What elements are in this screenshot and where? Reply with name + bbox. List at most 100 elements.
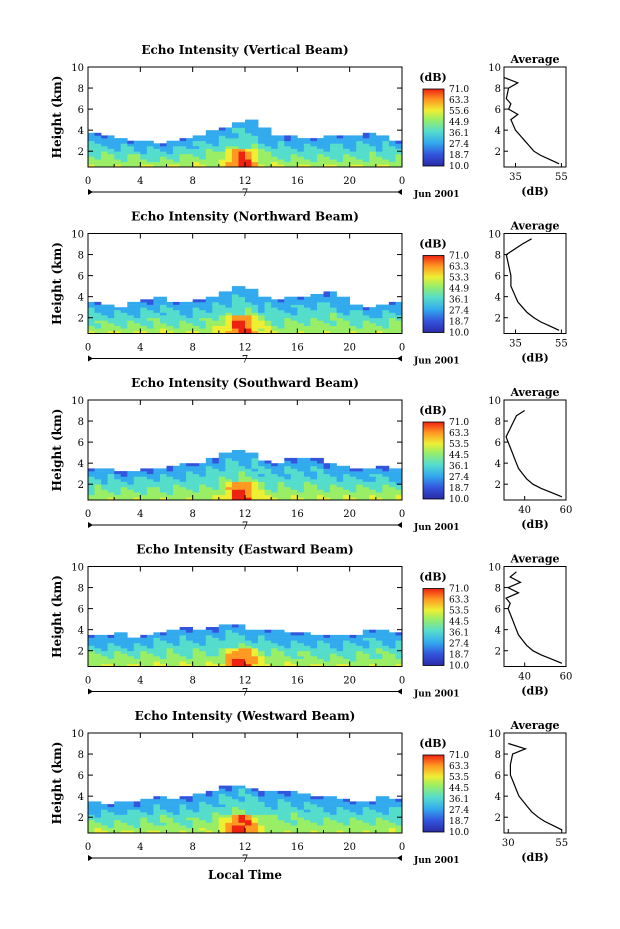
heatmap-cell <box>231 663 239 667</box>
heatmap-cell <box>369 497 377 501</box>
heatmap-cell <box>127 309 135 313</box>
heatmap-cell <box>264 161 272 165</box>
heatmap-cell <box>238 460 246 464</box>
heatmap-cell <box>218 127 226 131</box>
heatmap-cell <box>264 164 272 168</box>
heatmap-cell <box>303 827 311 831</box>
heatmap-cell <box>303 299 311 303</box>
heatmap-cell <box>199 299 207 303</box>
heatmap-cell <box>218 793 226 797</box>
heatmap-cell <box>225 452 233 456</box>
heatmap-cell <box>238 468 246 472</box>
heatmap-cell <box>251 645 259 649</box>
heatmap-cell <box>317 492 324 496</box>
heatmap-cell <box>303 825 311 829</box>
heatmap-cell <box>336 153 344 157</box>
heatmap-cell <box>264 127 272 131</box>
heatmap-cell <box>323 827 331 831</box>
heatmap-cell <box>199 143 207 147</box>
heatmap-cell <box>349 323 357 326</box>
heatmap-cell <box>120 663 128 667</box>
heatmap-cell <box>186 645 193 649</box>
heatmap-cell <box>343 476 350 480</box>
heatmap-cell <box>179 801 187 805</box>
heatmap-cell <box>251 801 259 805</box>
heatmap-cell <box>323 796 331 800</box>
heatmap-cell <box>336 328 344 332</box>
heatmap-cell <box>179 830 187 834</box>
heatmap-cell <box>310 463 318 467</box>
heatmap-cell <box>245 315 252 319</box>
heatmap-cell <box>231 457 239 461</box>
heatmap-cell <box>284 827 292 831</box>
heatmap-cell <box>375 323 383 326</box>
heatmap-cell <box>310 830 318 834</box>
heatmap-cell <box>343 323 350 326</box>
heatmap-cell <box>166 486 174 490</box>
heatmap-cell <box>166 817 174 821</box>
heatmap-cell <box>258 481 265 485</box>
heatmap-cell <box>297 323 305 326</box>
heatmap-cell <box>264 325 272 329</box>
heatmap-cell <box>192 309 200 313</box>
heatmap-cell <box>382 809 390 813</box>
heatmap-cell <box>264 148 272 152</box>
heatmap-cell <box>212 640 220 644</box>
heatmap-cell <box>375 156 383 160</box>
heatmap-cell <box>205 489 213 493</box>
heatmap-cell <box>133 140 141 144</box>
heatmap-cell <box>297 793 305 797</box>
heatmap-cell <box>160 159 167 163</box>
heatmap-cell <box>277 819 285 823</box>
heatmap-cell <box>395 478 403 482</box>
heatmap-cell <box>297 315 305 319</box>
heatmap-cell <box>336 492 344 496</box>
heatmap-cell <box>349 661 357 665</box>
heatmap-cell <box>290 814 298 818</box>
heatmap-cell <box>284 135 292 139</box>
heatmap-cell <box>160 301 167 305</box>
heatmap-cell <box>336 323 344 326</box>
heatmap-cell <box>258 143 265 147</box>
heatmap-cell <box>218 330 226 334</box>
heatmap-cell <box>238 164 246 168</box>
heatmap-cell <box>88 153 95 157</box>
heatmap-cell <box>251 138 259 142</box>
heatmap-cell <box>114 817 122 821</box>
heatmap-cell <box>140 309 148 313</box>
heatmap-cell <box>179 825 187 829</box>
heatmap-cell <box>160 822 167 826</box>
heatmap-cell <box>277 315 285 319</box>
heatmap-cell <box>120 481 128 485</box>
x-tick-label: 16 <box>291 343 304 354</box>
heatmap-cell <box>395 143 403 147</box>
heatmap-cell <box>212 299 220 303</box>
heatmap-cell <box>199 473 207 477</box>
heatmap-cell <box>388 481 396 485</box>
heatmap-cell <box>166 320 174 324</box>
colorbar-unit: (dB) <box>419 71 446 84</box>
heatmap-cell <box>225 296 233 300</box>
heatmap-cell <box>101 148 108 152</box>
heatmap-cell <box>317 301 324 305</box>
heatmap-cell <box>205 661 213 665</box>
heatmap-cell <box>133 159 141 163</box>
heatmap-cell <box>323 301 331 305</box>
heatmap-cell <box>225 317 233 321</box>
profile-frame <box>503 399 567 501</box>
heatmap-cell <box>251 827 259 831</box>
heatmap-cell <box>218 315 226 319</box>
heatmap-cell <box>238 801 246 805</box>
heatmap-cell <box>310 640 318 644</box>
heatmap-cell <box>251 148 259 152</box>
heatmap-cell <box>225 304 233 308</box>
heatmap-cell <box>303 159 311 163</box>
heatmap-cell <box>251 143 259 147</box>
heatmap-cell <box>225 457 233 461</box>
heatmap-cell <box>258 658 265 662</box>
heatmap-cell <box>179 476 187 480</box>
heatmap-cell <box>330 307 337 311</box>
x-tick-label: 20 <box>343 343 356 354</box>
heatmap-cell <box>271 143 279 147</box>
heatmap-cell <box>264 801 272 805</box>
